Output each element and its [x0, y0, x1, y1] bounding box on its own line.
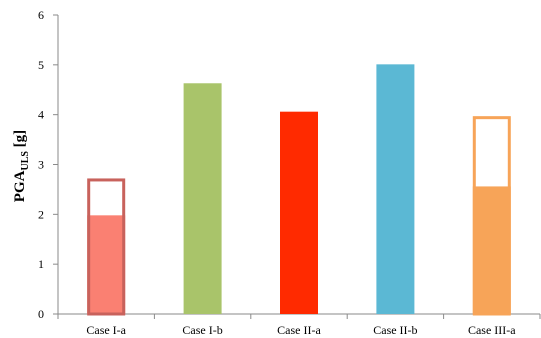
bar: [376, 64, 415, 315]
x-tick-label: Case I-b: [182, 323, 222, 337]
y-tick-label: 2: [38, 207, 44, 221]
y-tick-label: 5: [38, 58, 44, 72]
bars: [87, 64, 511, 316]
bar: [87, 215, 126, 314]
y-axis-label-unit: [g]: [12, 130, 28, 151]
x-tick-label: Case II-a: [277, 323, 321, 337]
y-axis-label: PGAULS [g]: [12, 130, 31, 202]
bar: [280, 111, 318, 314]
x-tick-label: Case I-a: [86, 323, 126, 337]
bar: [183, 83, 222, 314]
x-tick-label: Case II-b: [373, 323, 417, 337]
y-tick-label: 6: [38, 8, 44, 22]
bar-upper-outline: [87, 178, 126, 316]
y-axis-label-sub: ULS: [20, 151, 31, 171]
bar: [472, 186, 511, 314]
x-axis: Case I-a Case I-b Case II-a Case II-b Case I…: [57, 313, 541, 337]
y-tick-label: 3: [38, 158, 44, 172]
bar-upper-outline: [472, 116, 511, 316]
y-tick-label: 4: [38, 108, 44, 122]
y-tick-label: 0: [38, 307, 44, 321]
y-axis-label-main: PGA: [12, 170, 28, 202]
y-axis: 0 1 2 3 4 5 6: [38, 8, 59, 321]
x-tick-label: Case III-a: [468, 323, 516, 337]
y-tick-label: 1: [38, 257, 44, 271]
